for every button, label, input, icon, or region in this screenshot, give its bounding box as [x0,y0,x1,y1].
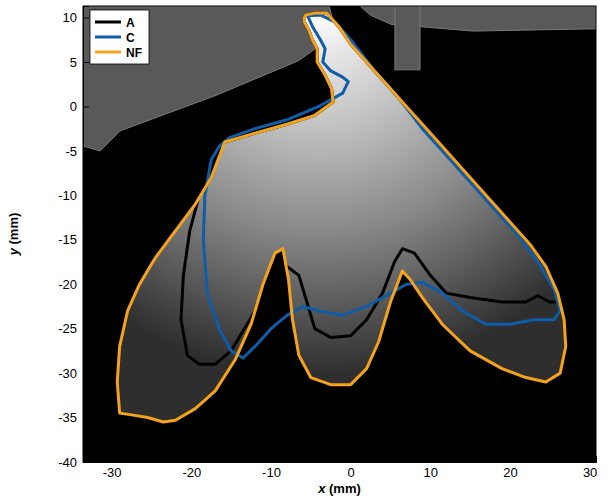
axis-title: y (mm) [6,213,21,257]
y-tick-label: 10 [63,10,77,25]
y-tick: -5 [65,144,89,159]
x-axis: -30 -20 -10 0 10 20 30 [84,456,598,480]
y-tick-mark [83,418,89,419]
x-tick-label: -30 [103,465,122,480]
x-tick-mark [191,456,192,462]
chart: -30 -20 -10 0 10 20 30 -40 -35 -30 -25 -20 -15 -10 -5 0… [0,0,614,499]
x-tick: 30 [583,456,597,480]
y-tick: -35 [58,410,89,425]
y-tick: -25 [58,321,89,336]
x-tick-label: -20 [182,465,201,480]
x-tick-mark [112,456,113,462]
legend: ACNF [90,10,149,64]
y-tick-mark [83,373,89,374]
y-axis: -40 -35 -30 -25 -20 -15 -10 -5 0 5 10 [58,7,89,470]
legend-swatch [95,51,121,54]
y-tick: -15 [58,232,89,247]
y-tick-label: -20 [58,277,77,292]
y-tick-label: -30 [58,366,77,381]
y-tick-label: -15 [58,232,77,247]
y-tick-label: 5 [70,55,77,70]
plot-background [83,6,596,462]
x-tick-mark [271,456,272,462]
y-tick-label: -35 [58,410,77,425]
x-tick: 20 [503,456,517,480]
y-tick: 10 [63,10,89,25]
y-tick: -10 [58,188,89,203]
x-tick-label: 20 [503,465,517,480]
y-tick-mark [83,240,89,241]
x-tick-label: -10 [262,465,281,480]
x-tick: 0 [348,456,355,480]
x-tick: -10 [262,456,281,480]
y-tick: 5 [70,55,89,70]
y-tick-label: -40 [58,455,77,470]
y-tick-label: -25 [58,321,77,336]
x-tick: -20 [182,456,201,480]
plume-fill [117,13,565,422]
x-tick: -30 [103,456,122,480]
plot-area [117,13,565,422]
legend-label: NF [126,46,142,60]
x-tick-mark [430,456,431,462]
y-tick: -30 [58,366,89,381]
x-tick-label: 0 [348,465,355,480]
y-tick-label: -10 [58,188,77,203]
y-tick: -40 [58,455,89,470]
legend-box [90,10,149,64]
legend-swatch [95,21,121,24]
x-tick: 10 [424,456,438,480]
x-axis-line [84,456,597,463]
y-tick-label: -5 [65,144,77,159]
legend-swatch [95,36,121,39]
axis-title: x (mm) [317,481,361,496]
y-tick-mark [83,106,89,107]
y-tick-mark [83,284,89,285]
contour-line [117,13,565,422]
y-tick-mark [83,151,89,152]
y-axis-line [84,7,90,463]
y-tick-mark [83,329,89,330]
x-tick-mark [590,456,591,462]
y-tick-label: 0 [70,99,77,114]
legend-label: A [126,16,135,30]
plot-frame [83,6,596,462]
x-tick-mark [510,456,511,462]
y-tick-mark [83,195,89,196]
y-tick: 0 [70,99,89,114]
y-tick-mark [83,62,89,63]
y-tick-mark [83,462,89,463]
x-tick-label: 30 [583,465,597,480]
x-tick-mark [351,456,352,462]
y-tick: -20 [58,277,89,292]
y-tick-mark [83,18,89,19]
x-tick-label: 10 [424,465,438,480]
nozzle-shape [395,6,420,70]
legend-label: C [126,31,135,45]
